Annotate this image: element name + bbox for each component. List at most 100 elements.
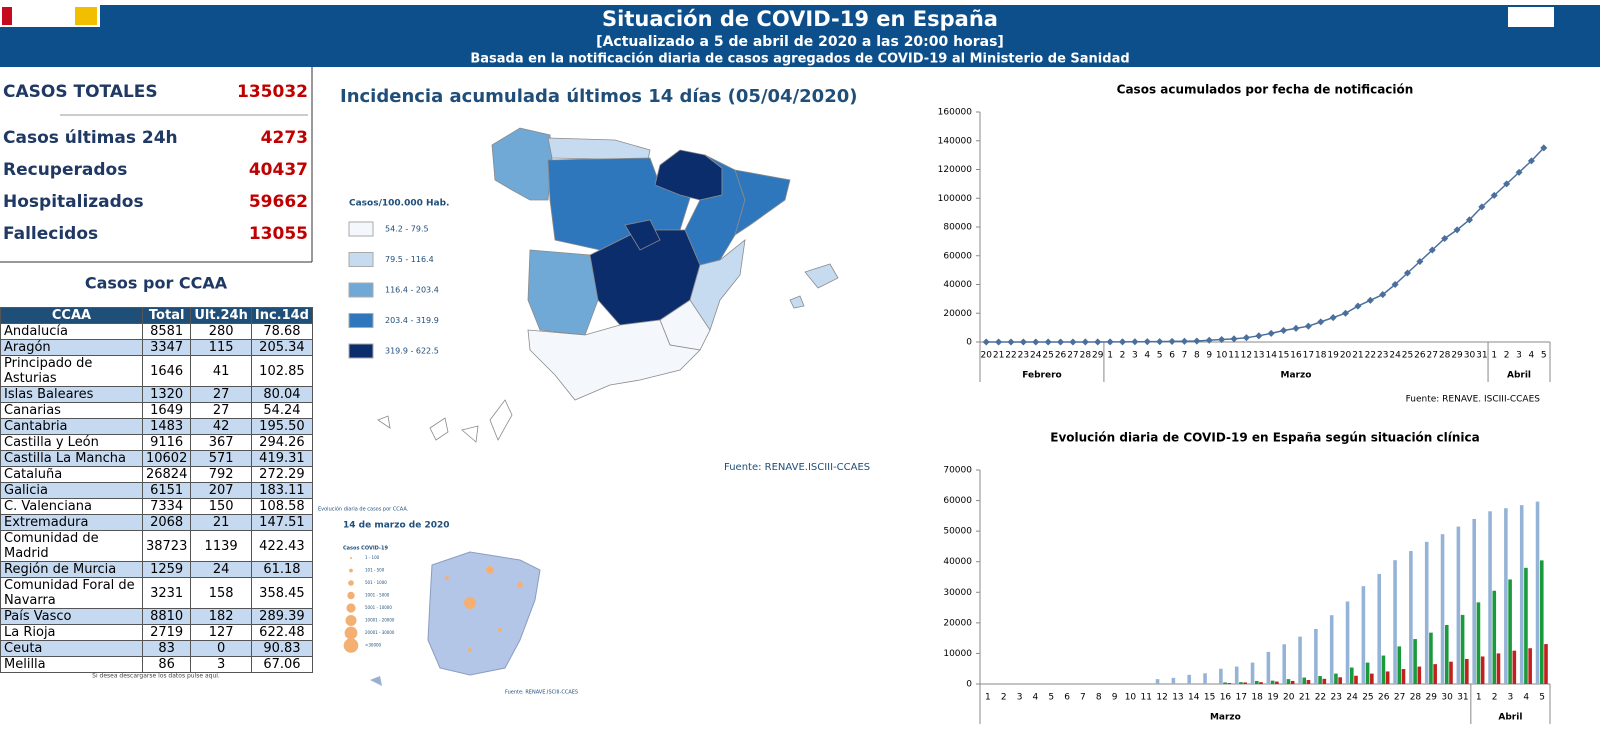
summary-value: 13055 (248, 224, 308, 244)
table-row: Cataluña 26824 792 272.29 (0, 466, 314, 483)
point (1069, 338, 1077, 346)
table-cell: 6151 (141, 482, 192, 499)
table-cell: 3231 (141, 577, 192, 609)
chart-title: Casos acumulados por fecha de notificaci… (1117, 83, 1414, 97)
summary-item: Fallecidos 13055 (3, 224, 308, 244)
inset-legend-dot (346, 603, 356, 613)
table-cell: 294.26 (250, 434, 314, 451)
table-row: Canarias 1649 27 54.24 (0, 402, 314, 419)
summary-label: CASOS TOTALES (3, 82, 158, 102)
table-cell: 54.24 (250, 402, 314, 419)
x-tick-label: 4 (1033, 693, 1039, 703)
bar (1243, 682, 1247, 684)
region (527, 249, 599, 336)
table-cell: 3347 (141, 339, 192, 356)
inset-shape (427, 551, 541, 676)
point (1193, 337, 1201, 345)
table-row: Galicia 6151 207 183.11 (0, 482, 314, 499)
x-tick-label: 21 (1299, 693, 1310, 703)
table-cell: 207 (190, 482, 252, 499)
table-cell: La Rioja (0, 624, 143, 641)
table-cell: 83 (141, 640, 192, 657)
x-tick-label: 16 (1290, 351, 1302, 361)
x-tick-label: 16 (1220, 693, 1232, 703)
region (804, 263, 839, 289)
x-tick-label: 7 (1182, 351, 1188, 361)
table-cell: 42 (190, 418, 252, 435)
table-header: CCAA Total Ult.24h Inc.14d (0, 307, 314, 324)
x-tick-label: 28 (1410, 693, 1422, 703)
x-tick-label: 2 (1492, 693, 1498, 703)
bar (1155, 679, 1160, 684)
table-cell: Comunidad Foral de Navarra (0, 577, 143, 609)
bar (1401, 669, 1406, 684)
header-subtitle: [Actualizado a 5 de abril de 2020 a las … (596, 34, 1004, 50)
bar (1524, 567, 1528, 684)
table-cell: 182 (190, 608, 252, 625)
bar (1219, 668, 1223, 684)
bar (1444, 624, 1449, 684)
table-cell: 1649 (141, 402, 192, 419)
bar (1535, 501, 1540, 684)
bar (1275, 681, 1279, 684)
table-cell: 24 (190, 561, 252, 578)
table-cell: 8810 (141, 608, 192, 625)
x-tick-label: 17 (1236, 693, 1247, 703)
table-cell: 422.43 (250, 530, 314, 562)
point (1168, 337, 1176, 345)
table-cell: 67.06 (250, 656, 314, 673)
table-cell: 1320 (141, 386, 192, 403)
x-tick-label: 21 (993, 351, 1004, 361)
bar (1354, 675, 1358, 684)
y-tick-label: 50000 (943, 527, 972, 537)
x-tick-label: 15 (1204, 693, 1215, 703)
inset-bubble (468, 648, 472, 652)
point (1317, 318, 1325, 326)
bar (1460, 614, 1465, 684)
x-tick-label: 20 (1283, 693, 1295, 703)
column-header: Ult.24h (190, 307, 252, 324)
x-tick-label: 17 (1303, 351, 1314, 361)
bar (1334, 673, 1338, 684)
x-group-label: Abril (1498, 713, 1522, 723)
bar (1266, 651, 1271, 684)
table-row: Castilla La Mancha 10602 571 419.31 (0, 450, 314, 467)
table-row: Región de Murcia 1259 24 61.18 (0, 561, 314, 578)
table-cell: 367 (190, 434, 252, 451)
x-tick-label: 8 (1194, 351, 1200, 361)
y-tick-label: 0 (966, 338, 972, 348)
spain-map (377, 127, 839, 443)
table-cell: Castilla y León (0, 434, 143, 451)
table-row: La Rioja 2719 127 622.48 (0, 624, 314, 641)
region (527, 319, 701, 401)
y-tick-label: 40000 (943, 557, 972, 567)
x-tick-label: 26 (1414, 351, 1426, 361)
bar (1234, 666, 1239, 684)
x-tick-label: 1 (985, 693, 991, 703)
table-row: Islas Baleares 1320 27 80.04 (0, 386, 314, 403)
bar (1314, 628, 1318, 684)
x-tick-label: 7 (1080, 693, 1086, 703)
point (1242, 334, 1250, 342)
x-tick-label: 25 (1042, 351, 1053, 361)
bar (1413, 639, 1417, 684)
bar (1187, 674, 1192, 684)
table-cell: 1483 (141, 418, 192, 435)
table-cell: 358.45 (250, 577, 314, 609)
x-tick-label: 29 (1451, 351, 1463, 361)
bar (1349, 667, 1354, 684)
bar (1270, 680, 1275, 684)
x-tick-label: 3 (1132, 351, 1138, 361)
x-tick-label: 14 (1265, 351, 1277, 361)
legend-label: 79.5 - 116.4 (385, 255, 434, 264)
bar (1345, 601, 1350, 684)
table-cell: 195.50 (250, 418, 314, 435)
table-cell: Aragón (0, 339, 143, 356)
summary-item: Recuperados 40437 (3, 160, 308, 180)
table-cell: 41 (190, 355, 252, 387)
x-tick-label: 23 (1377, 351, 1388, 361)
y-tick-label: 120000 (938, 165, 973, 175)
x-group-label: Marzo (1210, 713, 1241, 723)
region (624, 219, 661, 251)
x-tick-label: 4 (1144, 351, 1150, 361)
